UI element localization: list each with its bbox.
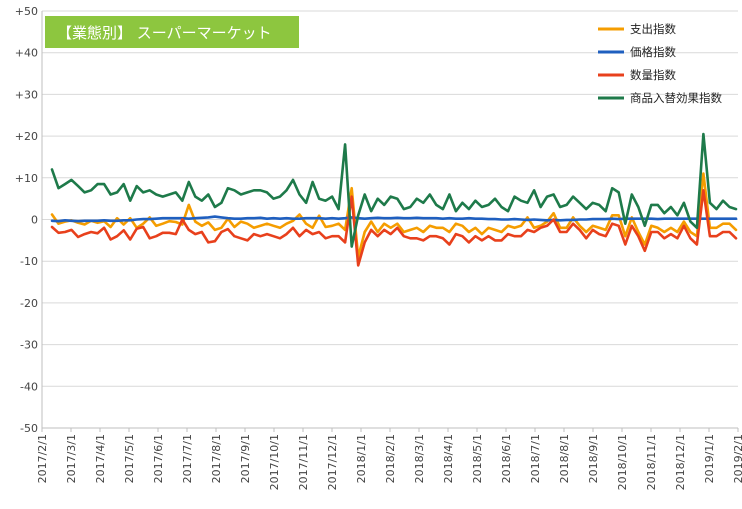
series-group <box>50 132 738 267</box>
x-tick-label: 2018/2/1 <box>384 434 397 483</box>
legend-label-0: 支出指数 <box>630 22 676 36</box>
legend-label-3: 商品入替効果指数 <box>630 91 722 105</box>
x-tick-label: 2018/8/1 <box>558 434 571 483</box>
chart-title-box: 【業態別】 スーパーマーケット <box>45 16 299 48</box>
x-tick-label: 2018/5/1 <box>471 434 484 483</box>
x-tick-label: 2018/10/1 <box>616 434 629 490</box>
x-tick-label: 2017/4/1 <box>94 434 107 483</box>
legend-label-2: 数量指数 <box>630 68 676 82</box>
x-tick-label: 2018/12/1 <box>674 434 687 490</box>
y-tick-label: 0 <box>31 214 38 227</box>
x-tick-label: 2017/5/1 <box>123 434 136 483</box>
y-tick-label: +30 <box>15 88 38 101</box>
x-tick-label: 2017/10/1 <box>268 434 281 490</box>
x-tick-label: 2018/9/1 <box>587 434 600 483</box>
x-tick-label: 2018/11/1 <box>645 434 658 490</box>
chart-title: 【業態別】 スーパーマーケット <box>57 24 272 42</box>
series-line-0 <box>50 172 738 259</box>
y-tick-label: -40 <box>20 380 38 393</box>
y-tick-label: -20 <box>20 297 38 310</box>
y-tick-label: -30 <box>20 339 38 352</box>
series-line-3 <box>50 132 738 248</box>
x-tick-label: 2017/12/1 <box>326 434 339 490</box>
x-tick-label: 2018/4/1 <box>442 434 455 483</box>
x-tick-label: 2018/1/1 <box>355 434 368 483</box>
y-tick-label: +10 <box>15 172 38 185</box>
x-tick-label: 2017/7/1 <box>181 434 194 483</box>
x-tick-label: 2017/2/1 <box>36 434 49 483</box>
title-background <box>45 16 299 48</box>
y-tick-label: -10 <box>20 255 38 268</box>
series-line-1 <box>50 215 738 223</box>
x-tick-label: 2018/6/1 <box>500 434 513 483</box>
x-tick-label: 2018/7/1 <box>529 434 542 483</box>
x-tick-label: 2019/1/1 <box>703 434 716 483</box>
legend-label-1: 価格指数 <box>630 45 676 59</box>
x-tick-label: 2018/3/1 <box>413 434 426 483</box>
y-tick-label: -50 <box>20 422 38 435</box>
x-tick-label: 2017/9/1 <box>239 434 252 483</box>
x-tick-label: 2019/2/1 <box>732 434 742 483</box>
y-tick-label: +40 <box>15 47 38 60</box>
x-tick-label: 2017/6/1 <box>152 434 165 483</box>
x-tick-label: 2017/3/1 <box>65 434 78 483</box>
series-line-2 <box>50 189 738 267</box>
x-tick-label: 2017/8/1 <box>210 434 223 483</box>
y-tick-label: +50 <box>15 5 38 18</box>
y-tick-label: +20 <box>15 130 38 143</box>
x-tick-label: 2017/11/1 <box>297 434 310 490</box>
